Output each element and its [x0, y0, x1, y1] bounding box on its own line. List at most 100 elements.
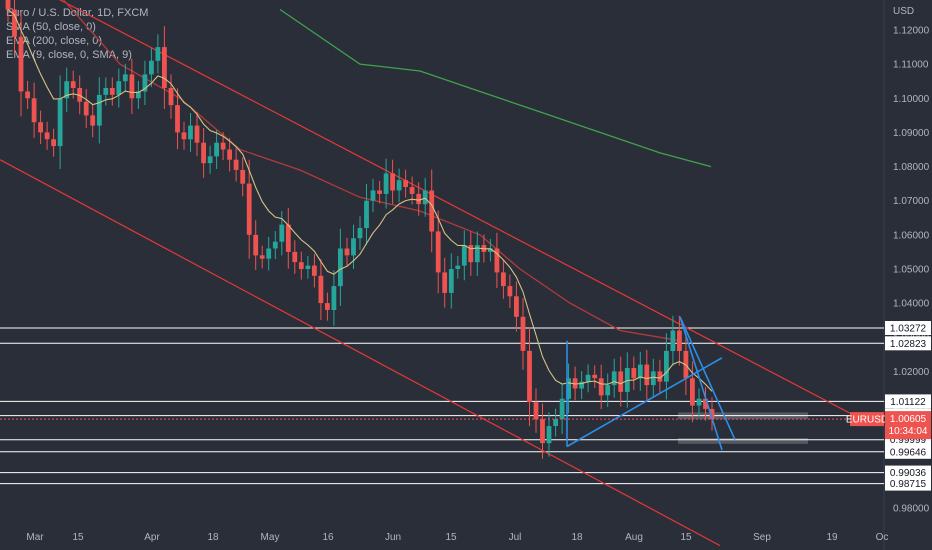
x-tick-label: 15 [72, 532, 84, 543]
candle-body [611, 371, 617, 386]
candle-body [70, 81, 76, 88]
symbol-tag [850, 412, 884, 427]
candle-body [285, 224, 291, 252]
x-tick-label: Aug [625, 532, 643, 543]
candle-body [194, 125, 200, 143]
candle-body [44, 132, 50, 140]
price-level-label: 1.02823 [890, 339, 927, 350]
trend-line[interactable] [679, 316, 736, 441]
y-tick-label: 1.05000 [893, 265, 930, 276]
candle-body [214, 142, 219, 157]
candle-body [201, 142, 206, 164]
candle-body [677, 330, 682, 351]
x-tick-label: 18 [571, 532, 583, 543]
candle-body [422, 190, 428, 205]
candle-body [435, 231, 441, 273]
candle-body [90, 115, 96, 126]
current-price-label: 1.00605 [890, 414, 927, 425]
y-tick-label: 1.04000 [893, 299, 930, 310]
candle-body [403, 180, 408, 187]
candle-body [448, 269, 454, 293]
candle-body [546, 426, 552, 444]
candle-body [240, 170, 246, 184]
x-tick-label: Oc [876, 532, 889, 543]
candle-body [338, 248, 343, 287]
candle-body [442, 272, 448, 293]
candle-body [246, 183, 252, 235]
price-level-tag [885, 336, 931, 351]
candle-body [383, 173, 389, 194]
candle-body [357, 228, 363, 239]
candle-body [592, 374, 598, 379]
candle-body [83, 101, 89, 116]
y-tick-label: 1.12000 [893, 26, 930, 37]
x-tick-label: May [261, 532, 280, 543]
price-level-tag [885, 465, 931, 480]
candle-body [461, 245, 467, 266]
trend-line[interactable] [566, 357, 723, 448]
price-level-tag [885, 321, 931, 335]
price-level-label: 1.03272 [890, 324, 927, 335]
indicator-ema9[interactable]: EMA (9, close, 0, SMA, 9) [6, 49, 132, 61]
y-tick-label: 1.06000 [893, 230, 930, 241]
candle-body [566, 378, 571, 399]
candle-body [585, 374, 591, 382]
candle-body [155, 47, 161, 61]
price-level-tag [885, 444, 931, 459]
price-level-label: 0.99036 [890, 468, 927, 479]
candle-body [292, 251, 298, 263]
x-tick-label: 15 [445, 532, 457, 543]
candle-body [12, 9, 17, 37]
candle-body [605, 385, 611, 396]
candle-body [38, 122, 43, 133]
ema200-line [279, 8, 712, 168]
candle-body [122, 74, 128, 82]
candle-body [109, 88, 115, 95]
candle-body [572, 378, 578, 389]
candle-body [227, 149, 232, 160]
candle-body [507, 286, 513, 297]
candle-body [520, 316, 526, 351]
indicator-sma50[interactable]: SMA (50, close, 0) [6, 21, 96, 33]
candle-body [396, 180, 402, 191]
candle-body [168, 88, 174, 106]
currency-label: USD [893, 6, 914, 17]
x-tick-label: Sep [753, 532, 771, 543]
x-tick-label: 19 [826, 532, 838, 543]
candle-body [31, 98, 37, 123]
ema9-line [7, 9, 713, 392]
candle-body [488, 248, 493, 252]
candle-body [318, 275, 324, 304]
candle-body [5, 0, 11, 10]
x-tick-label: Jun [385, 532, 401, 543]
candle-body [631, 368, 637, 379]
candle-body [455, 265, 461, 269]
price-level-label: 0.99646 [890, 447, 927, 458]
candle-body [618, 371, 624, 392]
x-tick-label: 16 [322, 532, 334, 543]
trend-line[interactable] [679, 316, 723, 451]
candle-body [409, 187, 415, 194]
channel-lower-line[interactable] [0, 159, 721, 547]
candle-body [494, 248, 500, 273]
candle-body [103, 88, 109, 95]
candle-body [664, 350, 669, 382]
candle-body [390, 173, 395, 191]
candle-body [233, 159, 239, 170]
candle-body [279, 224, 285, 242]
candle-body [331, 286, 337, 310]
candle-body [181, 132, 187, 140]
y-tick-label: 1.09000 [893, 128, 930, 139]
candle-body [253, 234, 259, 256]
candle-body [657, 371, 663, 382]
candle-body [25, 91, 30, 99]
candle-body [351, 238, 356, 256]
symbol-title[interactable]: Euro / U.S. Dollar, 1D, FXCM [6, 7, 149, 19]
price-level-label: 0.98715 [890, 479, 927, 490]
indicator-ema200[interactable]: EMA (200, close, 0) [6, 35, 102, 47]
bar-countdown-label: 10:34:04 [889, 426, 928, 437]
candle-body [298, 262, 304, 269]
x-tick-label: Mar [26, 532, 44, 543]
x-tick-label: Jul [509, 532, 522, 543]
